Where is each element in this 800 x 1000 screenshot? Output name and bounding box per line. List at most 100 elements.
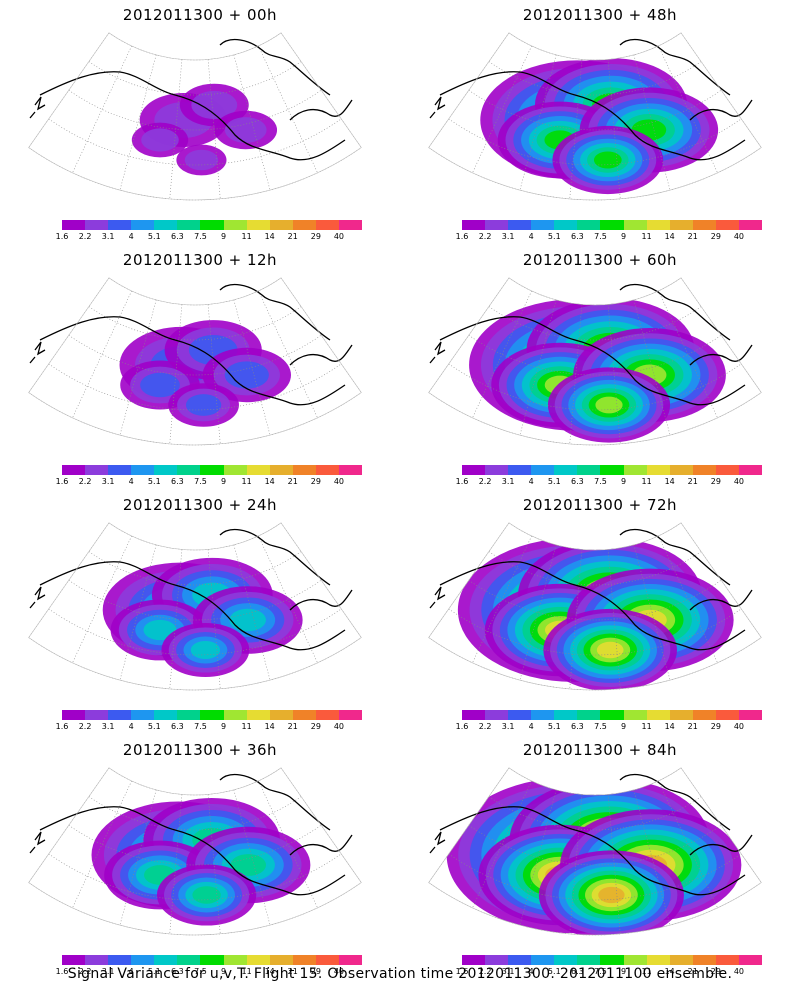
colorbar-swatch [246, 955, 270, 965]
colorbar-tick-label: 9 [220, 722, 227, 731]
map-plot [28, 767, 362, 936]
colorbar-tick-label: 1.6 [55, 477, 69, 486]
colorbar-tick-label: 21 [287, 477, 298, 486]
colorbar-swatch [315, 465, 339, 475]
coastline [429, 528, 753, 651]
colorbar [462, 710, 763, 720]
colorbar-tick-label: 9 [620, 967, 627, 976]
colorbar-swatch [462, 710, 486, 720]
colorbar-tick-label: 14 [664, 232, 675, 241]
colorbar-tick-label: 21 [287, 967, 298, 976]
colorbar [62, 465, 363, 475]
colorbar-swatch [246, 710, 270, 720]
colorbar-swatch [600, 465, 624, 475]
colorbar-tick-label: 40 [333, 477, 345, 486]
colorbar-tick-label: 29 [310, 477, 321, 486]
colorbar-tick-label: 9 [220, 477, 227, 486]
colorbar-tick-label: 6.3 [571, 477, 584, 486]
panel-title: 2012011300 + 60h [522, 251, 678, 269]
map-plot [428, 277, 762, 446]
colorbar-tick-label: 14 [264, 967, 275, 976]
colorbar-swatch [715, 220, 739, 230]
colorbar-swatch [85, 220, 109, 230]
variance-field [119, 320, 291, 427]
colorbar-swatch [177, 220, 201, 230]
colorbar-tick-label: 29 [710, 722, 721, 731]
panel-title: 2012011300 + 24h [122, 496, 278, 514]
colorbar-tick-label: 2.2 [478, 477, 492, 486]
colorbar-tick-label: 21 [287, 232, 298, 241]
colorbar-labels: 1.6 2.2 3.1 4 5.1 6.3 7.5 9 11 14 21 29 40 [456, 477, 762, 487]
colorbar-tick-label: 5.1 [147, 477, 161, 486]
colorbar-tick-label: 6.3 [171, 232, 184, 241]
colorbar-swatch [338, 465, 363, 475]
colorbar-swatch [577, 465, 601, 475]
colorbar-swatch [154, 955, 178, 965]
colorbar-tick-label: 7.5 [194, 722, 207, 731]
colorbar-swatch [85, 465, 109, 475]
colorbar-swatch [200, 710, 224, 720]
colorbar-tick-label: 14 [664, 722, 675, 731]
map-panel: 2012011300 + 72h 1.6 2.2 3.1 4 5.1 6.3 7.5 9 11 14… [400, 490, 800, 735]
colorbar-swatch [177, 955, 201, 965]
colorbar-tick-label: 6.3 [571, 722, 584, 731]
colorbar-tick-label: 11 [241, 722, 252, 731]
colorbar-swatch [531, 465, 555, 475]
colorbar-swatch [223, 465, 247, 475]
colorbar-tick-label: 21 [687, 477, 698, 486]
colorbar-swatch [292, 955, 316, 965]
colorbar-swatch [338, 710, 363, 720]
colorbar-tick-label: 9 [620, 477, 627, 486]
colorbar-tick-label: 9 [620, 722, 627, 731]
variance-field [480, 58, 719, 195]
colorbar-swatch [554, 220, 578, 230]
colorbar-tick-label: 11 [641, 232, 652, 241]
colorbar-tick-label: 40 [733, 477, 745, 486]
colorbar-swatch [485, 465, 509, 475]
colorbar-tick-label: 40 [733, 967, 745, 976]
colorbar-swatch [269, 710, 293, 720]
colorbar [462, 465, 763, 475]
colorbar-swatch [154, 465, 178, 475]
colorbar-tick-label: 9 [220, 232, 227, 241]
colorbar-labels: 1.6 2.2 3.1 4 5.1 6.3 7.5 9 11 14 21 29 40 [456, 967, 762, 977]
colorbar-swatch [462, 220, 486, 230]
colorbar-swatch [554, 465, 578, 475]
panel-title: 2012011300 + 72h [522, 496, 678, 514]
colorbar-swatch [269, 465, 293, 475]
colorbar-swatch [508, 710, 532, 720]
colorbar-swatch [600, 220, 624, 230]
colorbar-tick-label: 1.6 [55, 967, 69, 976]
colorbar-swatch [200, 955, 224, 965]
map-panel: 2012011300 + 36h 1.6 2.2 3.1 4 5.1 6.3 7.5 9 11 14… [0, 735, 400, 980]
colorbar-tick-label: 21 [287, 722, 298, 731]
colorbar-tick-label: 40 [333, 967, 345, 976]
colorbar-tick-label: 3.1 [101, 477, 115, 486]
colorbar-tick-label: 5.1 [147, 967, 161, 976]
colorbar-swatch [485, 220, 509, 230]
colorbar-swatch [508, 465, 532, 475]
colorbar-swatch [131, 955, 155, 965]
colorbar [62, 710, 363, 720]
colorbar-swatch [531, 710, 555, 720]
colorbar-tick-label: 11 [641, 967, 652, 976]
colorbar-swatch [738, 220, 763, 230]
panel-title: 2012011300 + 48h [522, 6, 678, 24]
colorbar-swatch [738, 710, 763, 720]
coastline [29, 773, 353, 896]
colorbar-swatch [646, 220, 670, 230]
coastline [429, 283, 753, 406]
colorbar-swatch [154, 220, 178, 230]
colorbar-swatch [108, 220, 132, 230]
colorbar-swatch [623, 220, 647, 230]
colorbar-labels: 1.6 2.2 3.1 4 5.1 6.3 7.5 9 11 14 21 29 40 [456, 722, 762, 732]
map-plot [428, 522, 762, 691]
colorbar-swatch [269, 955, 293, 965]
colorbar-labels: 1.6 2.2 3.1 4 5.1 6.3 7.5 9 11 14 21 29 40 [56, 722, 362, 732]
colorbar-swatch [669, 220, 693, 230]
colorbar-tick-label: 1.6 [455, 722, 469, 731]
colorbar [462, 955, 763, 965]
colorbar-tick-label: 5.1 [547, 232, 561, 241]
colorbar-swatch [131, 220, 155, 230]
colorbar-tick-label: 2.2 [78, 232, 92, 241]
